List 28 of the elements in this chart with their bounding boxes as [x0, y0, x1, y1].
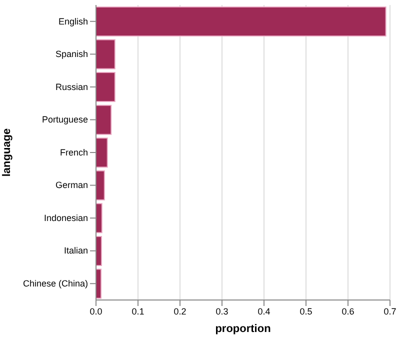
bar — [96, 6, 386, 36]
x-tick-label: 0.5 — [300, 306, 312, 316]
x-tick-label: 0.6 — [342, 306, 354, 316]
y-tick-label: Spanish — [55, 49, 88, 60]
y-axis-title: language — [0, 128, 13, 177]
y-tick-label: Chinese (China) — [22, 278, 88, 288]
x-tick-label: 0.3 — [216, 306, 228, 316]
bar — [96, 268, 102, 299]
x-tick-label: 0.0 — [90, 306, 102, 316]
x-axis-title: proportion — [215, 323, 272, 335]
x-tick-label: 0.4 — [258, 306, 270, 316]
y-tick-label: Russian — [55, 82, 88, 92]
x-tick-label: 0.7 — [384, 306, 396, 316]
bar — [96, 138, 108, 168]
y-tick-label: Indonesian — [44, 212, 88, 223]
bar — [96, 104, 112, 135]
y-tick-label: Italian — [64, 246, 88, 256]
bar — [96, 72, 116, 102]
x-tick-label: 0.1 — [132, 306, 144, 316]
y-tick-label: French — [60, 147, 88, 158]
bar — [96, 170, 105, 200]
y-tick-label: Portuguese — [42, 114, 88, 125]
y-tick-label: English — [58, 16, 88, 26]
x-tick-label: 0.2 — [174, 306, 186, 316]
bar — [96, 39, 116, 70]
bar — [96, 203, 102, 234]
y-tick-label: German — [55, 180, 88, 190]
bar — [96, 236, 102, 266]
